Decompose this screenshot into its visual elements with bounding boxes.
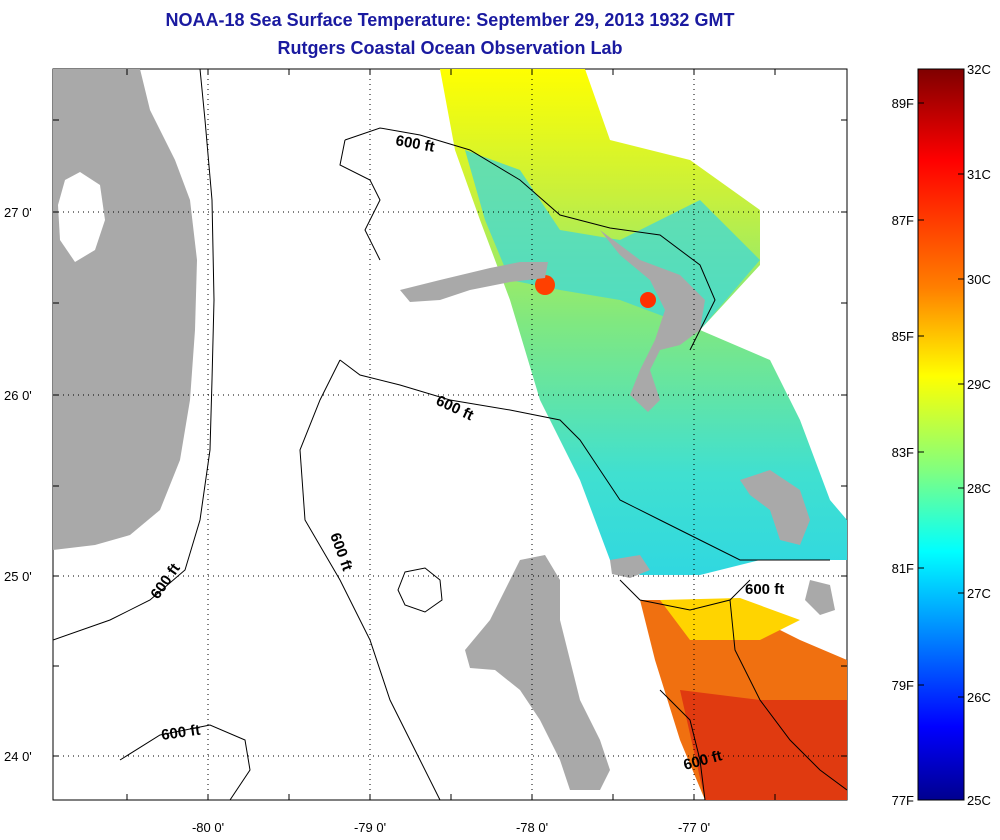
grand-bahama — [400, 262, 548, 302]
contour-label: 600 ft — [745, 581, 784, 598]
sst-swath-south-hot — [680, 690, 847, 800]
axis-ticks — [53, 69, 847, 800]
colorbar-fahrenheit-label: 83F — [892, 445, 914, 460]
colorbar-celsius-label: 30C — [967, 272, 991, 287]
x-tick-label: -79 0' — [354, 820, 386, 835]
contour-label: 600 ft — [160, 722, 201, 744]
colorbar-fahrenheit-label: 81F — [892, 561, 914, 576]
graticule — [53, 69, 847, 800]
warm-spot — [640, 292, 656, 308]
abaco-island — [600, 230, 705, 412]
warm-spot — [535, 275, 555, 295]
colorbar-celsius-label: 31C — [967, 167, 991, 182]
x-tick-label: -77 0' — [678, 820, 710, 835]
colorbar-fahrenheit-label: 77F — [892, 793, 914, 808]
cat-island — [805, 580, 835, 615]
colorbar-fahrenheit-label: 87F — [892, 213, 914, 228]
y-tick-label: 24 0' — [4, 749, 32, 764]
y-tick-label: 26 0' — [4, 388, 32, 403]
y-tick-label: 27 0' — [4, 205, 32, 220]
depth-contours — [53, 69, 847, 800]
map-title: NOAA-18 Sea Surface Temperature: Septemb… — [165, 10, 735, 30]
colorbar-fahrenheit-label: 79F — [892, 678, 914, 693]
colorbar-fahrenheit-label: 85F — [892, 329, 914, 344]
sst-swath-north — [440, 69, 847, 575]
eleuthera-island — [740, 470, 810, 545]
colorbar-celsius-label: 29C — [967, 377, 991, 392]
andros-island — [465, 555, 610, 790]
contour-label: 600 ft — [394, 132, 436, 156]
colorbar-celsius-label: 25C — [967, 793, 991, 808]
x-tick-label: -80 0' — [192, 820, 224, 835]
new-providence — [610, 555, 650, 578]
colorbar-celsius-label: 26C — [967, 690, 991, 705]
colorbar — [917, 68, 965, 801]
map-subtitle: Rutgers Coastal Ocean Observation Lab — [277, 38, 623, 58]
colorbar-celsius-label: 27C — [967, 586, 991, 601]
lake-okeechobee — [58, 172, 105, 262]
x-tick-label: -78 0' — [516, 820, 548, 835]
y-tick-label: 25 0' — [4, 569, 32, 584]
colorbar-fahrenheit-label: 89F — [892, 96, 914, 111]
colorbar-celsius-label: 32C — [967, 62, 991, 77]
colorbar-ticks — [918, 102, 964, 698]
colorbar-celsius-label: 28C — [967, 481, 991, 496]
